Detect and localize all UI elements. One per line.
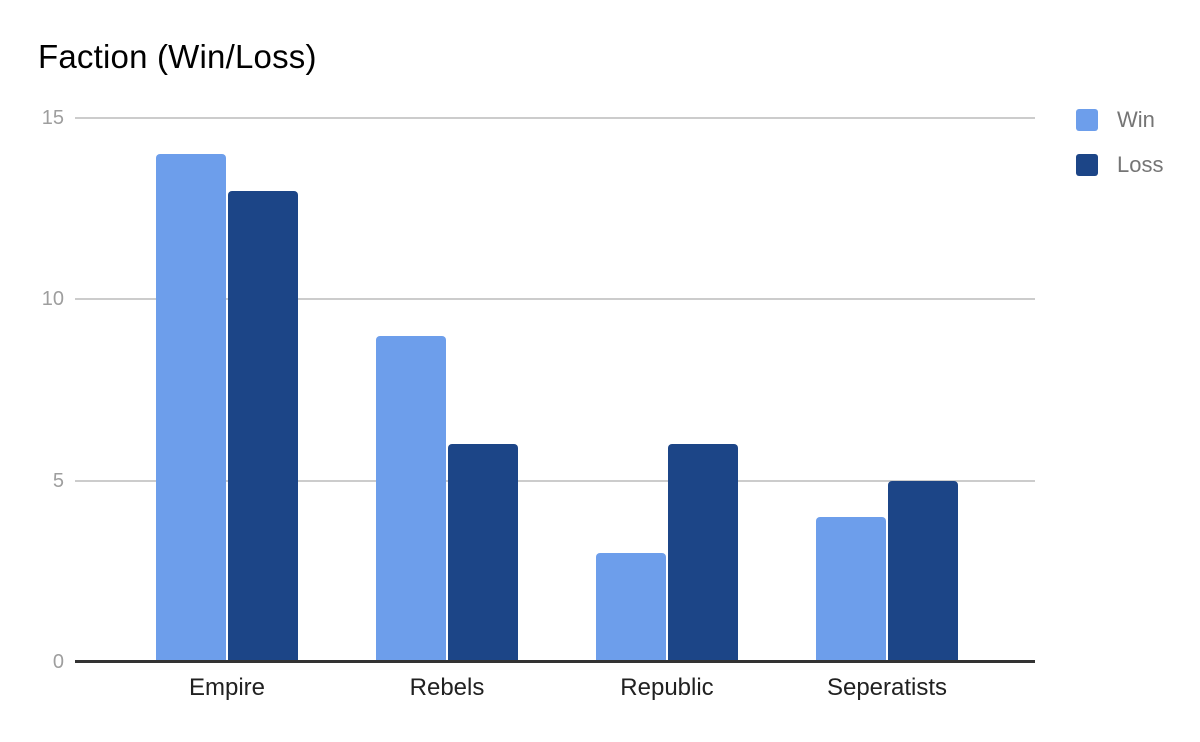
bar-empire-win[interactable] (156, 154, 226, 662)
bar-rebels-win[interactable] (376, 335, 446, 662)
gridline-y5 (75, 479, 1035, 482)
chart-title: Faction (Win/Loss) (38, 38, 317, 75)
bars-row (117, 118, 997, 662)
bar-republic-loss[interactable] (668, 444, 738, 662)
y-tick-label-0: 0 (52, 651, 64, 673)
bar-seperatists-win[interactable] (816, 516, 886, 662)
legend-swatch-loss (1076, 154, 1098, 176)
bar-empire-loss[interactable] (228, 190, 298, 662)
x-label-republic: Republic (620, 674, 714, 701)
y-tick-label-15: 15 (41, 107, 64, 129)
x-axis-line (75, 660, 1035, 663)
x-axis: Empire Rebels Republic Seperatists (117, 674, 997, 708)
y-tick-label-5: 5 (52, 469, 64, 492)
legend: Win Loss (1076, 107, 1164, 177)
x-label-rebels: Rebels (409, 674, 485, 701)
legend-swatch-win (1076, 109, 1098, 131)
legend-label: Loss (1117, 152, 1164, 177)
x-label-empire: Empire (188, 674, 266, 701)
category-band-empire (117, 118, 337, 662)
gridline-y10 (75, 298, 1035, 301)
category-band-seperatists (777, 118, 997, 662)
category-band-republic (557, 118, 777, 662)
bar-seperatists-loss[interactable] (888, 480, 958, 662)
legend-label: Win (1117, 107, 1155, 132)
y-tick-label-10: 10 (41, 288, 64, 311)
category-band-rebels (337, 118, 557, 662)
x-label-seperatists: Seperatists (826, 674, 948, 701)
y-axis: 0 5 10 15 (0, 108, 64, 672)
bar-republic-win[interactable] (596, 553, 666, 662)
plot-area (75, 117, 1035, 663)
bar-rebels-loss[interactable] (448, 444, 518, 662)
legend-item-loss: Loss (1076, 152, 1164, 177)
legend-item-win: Win (1076, 107, 1163, 132)
gridline-y15 (75, 117, 1035, 119)
